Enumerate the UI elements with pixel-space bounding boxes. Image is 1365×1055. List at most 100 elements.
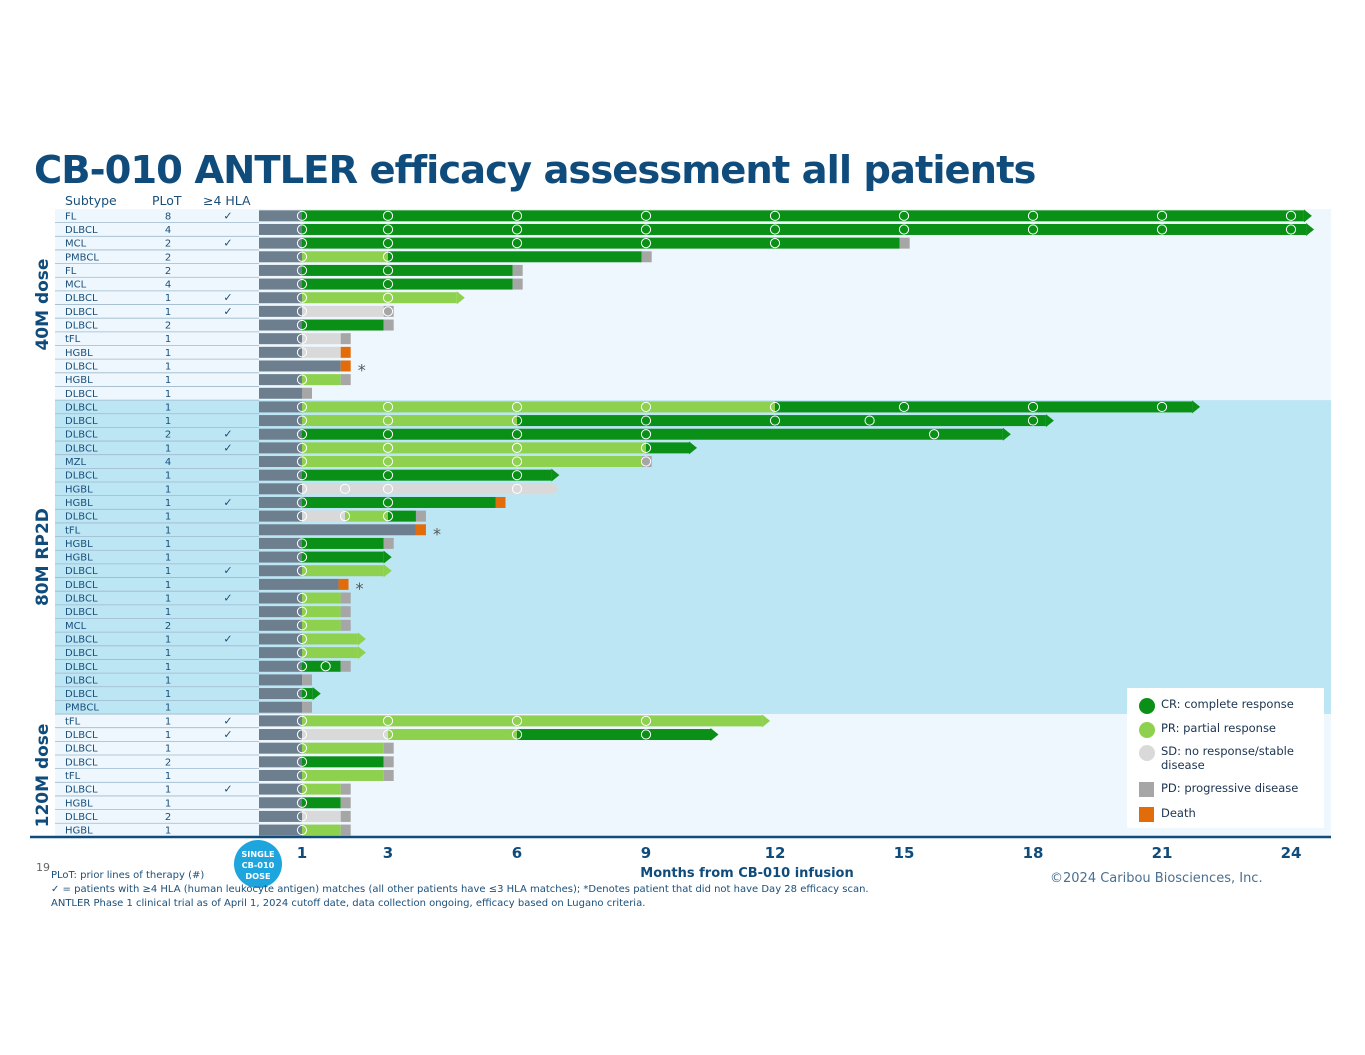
dose-badge-text: DOSE <box>245 871 270 881</box>
pre-assessment-bar <box>259 251 302 263</box>
response-segment-pr <box>302 374 341 386</box>
plot-cell: 1 <box>165 785 171 796</box>
plot-cell: 1 <box>165 389 171 400</box>
legend-swatch-death <box>1139 807 1154 822</box>
response-segment-pr <box>302 456 642 468</box>
patient-bar <box>259 742 394 754</box>
assessment-circle <box>1156 210 1168 221</box>
assessment-circle <box>296 784 308 795</box>
subtype-cell: DLBCL <box>65 607 98 618</box>
patient-bar: * <box>259 360 366 379</box>
subtype-cell: DLBCL <box>65 471 98 482</box>
plot-cell: 1 <box>165 716 171 727</box>
assessment-circle <box>382 210 394 221</box>
legend-swatch-cr <box>1139 698 1155 714</box>
assessment-circle <box>296 511 308 522</box>
pre-assessment-bar <box>259 278 302 290</box>
assessment-circle <box>511 224 523 235</box>
subtype-cell: PMBCL <box>65 703 99 714</box>
assessment-circle <box>296 251 308 262</box>
assessment-circle <box>382 292 394 303</box>
plot-cell: 2 <box>165 321 171 332</box>
plot-cell: 1 <box>165 771 171 782</box>
ongoing-arrow <box>1045 414 1054 428</box>
plot-cell: 1 <box>165 293 171 304</box>
death-marker <box>415 524 426 536</box>
x-tick-label: 3 <box>383 844 393 862</box>
assessment-circle <box>929 429 940 440</box>
plot-cell: 1 <box>165 307 171 318</box>
subtype-cell: DLBCL <box>65 689 98 700</box>
pre-assessment-bar <box>259 456 302 468</box>
legend-swatch-pd <box>1139 782 1154 797</box>
copyright: ©2024 Caribou Biosciences, Inc. <box>1050 871 1263 886</box>
plot-cell: 2 <box>165 430 171 441</box>
patient-bar <box>259 769 394 781</box>
plot-cell: 2 <box>165 252 171 263</box>
assessment-circle <box>511 401 523 413</box>
progression-marker <box>340 333 351 345</box>
x-tick-label: 6 <box>512 844 522 862</box>
pre-assessment-bar <box>259 756 302 768</box>
assessment-circle <box>382 265 394 276</box>
assessment-circle <box>382 729 394 740</box>
response-segment-pr <box>302 401 775 413</box>
legend-label: PR: partial response <box>1161 721 1277 735</box>
subtype-cell: MZL <box>65 457 86 468</box>
pre-assessment-bar <box>259 769 302 781</box>
pre-assessment-bar <box>259 374 302 386</box>
page-title: CB-010 ANTLER efficacy assessment all pa… <box>34 148 1036 193</box>
patient-bar <box>259 510 426 522</box>
assessment-circle <box>296 442 308 453</box>
legend-label: Death <box>1161 806 1196 820</box>
response-segment-pr <box>302 647 358 659</box>
hla-check: ✓ <box>223 428 232 441</box>
response-segment-cr <box>302 264 513 276</box>
patient-bar <box>259 687 321 701</box>
assessment-circle <box>339 483 351 494</box>
progression-marker <box>302 674 312 686</box>
pre-assessment-bar <box>259 237 302 249</box>
progression-marker <box>340 824 351 836</box>
plot-cell: 1 <box>165 498 171 509</box>
response-segment-cr <box>302 797 341 809</box>
plot-cell: 1 <box>165 402 171 413</box>
plot-cell: 1 <box>165 703 171 714</box>
assessment-circle <box>296 811 308 822</box>
plot-cell: 1 <box>165 689 171 700</box>
assessment-circle <box>898 210 910 221</box>
response-segment-pr <box>345 510 388 522</box>
plot-cell: 1 <box>165 416 171 427</box>
hla-check: ✓ <box>223 632 232 645</box>
progression-marker <box>302 701 312 713</box>
pre-assessment-bar <box>259 428 302 440</box>
assessment-circle <box>769 210 781 221</box>
star-marker: * <box>433 524 441 543</box>
subtype-cell: DLBCL <box>65 580 98 591</box>
hla-check: ✓ <box>223 564 232 577</box>
pre-assessment-bar <box>259 223 302 235</box>
patient-bar <box>259 606 351 618</box>
assessment-circle <box>296 347 308 358</box>
patient-bar <box>259 632 366 646</box>
pre-assessment-bar <box>259 483 302 495</box>
subtype-cell: tFL <box>65 771 81 782</box>
subtype-cell: MCL <box>65 621 87 632</box>
response-segment-cr <box>517 729 711 741</box>
column-header: ≥4 HLA <box>203 193 251 208</box>
pre-assessment-bar <box>259 264 302 276</box>
subtype-cell: DLBCL <box>65 307 98 318</box>
plot-cell: 1 <box>165 525 171 536</box>
plot-cell: 1 <box>165 566 171 577</box>
pre-assessment-bar <box>259 674 302 686</box>
patient-bar <box>259 387 312 399</box>
assessment-circle <box>296 715 308 726</box>
patient-bar: * <box>259 524 441 543</box>
assessment-circle <box>511 415 523 426</box>
progression-marker <box>340 592 351 604</box>
assessment-circle <box>296 797 308 808</box>
pre-assessment-bar <box>259 401 302 413</box>
assessment-circle <box>296 401 308 413</box>
plot-cell: 2 <box>165 239 171 250</box>
